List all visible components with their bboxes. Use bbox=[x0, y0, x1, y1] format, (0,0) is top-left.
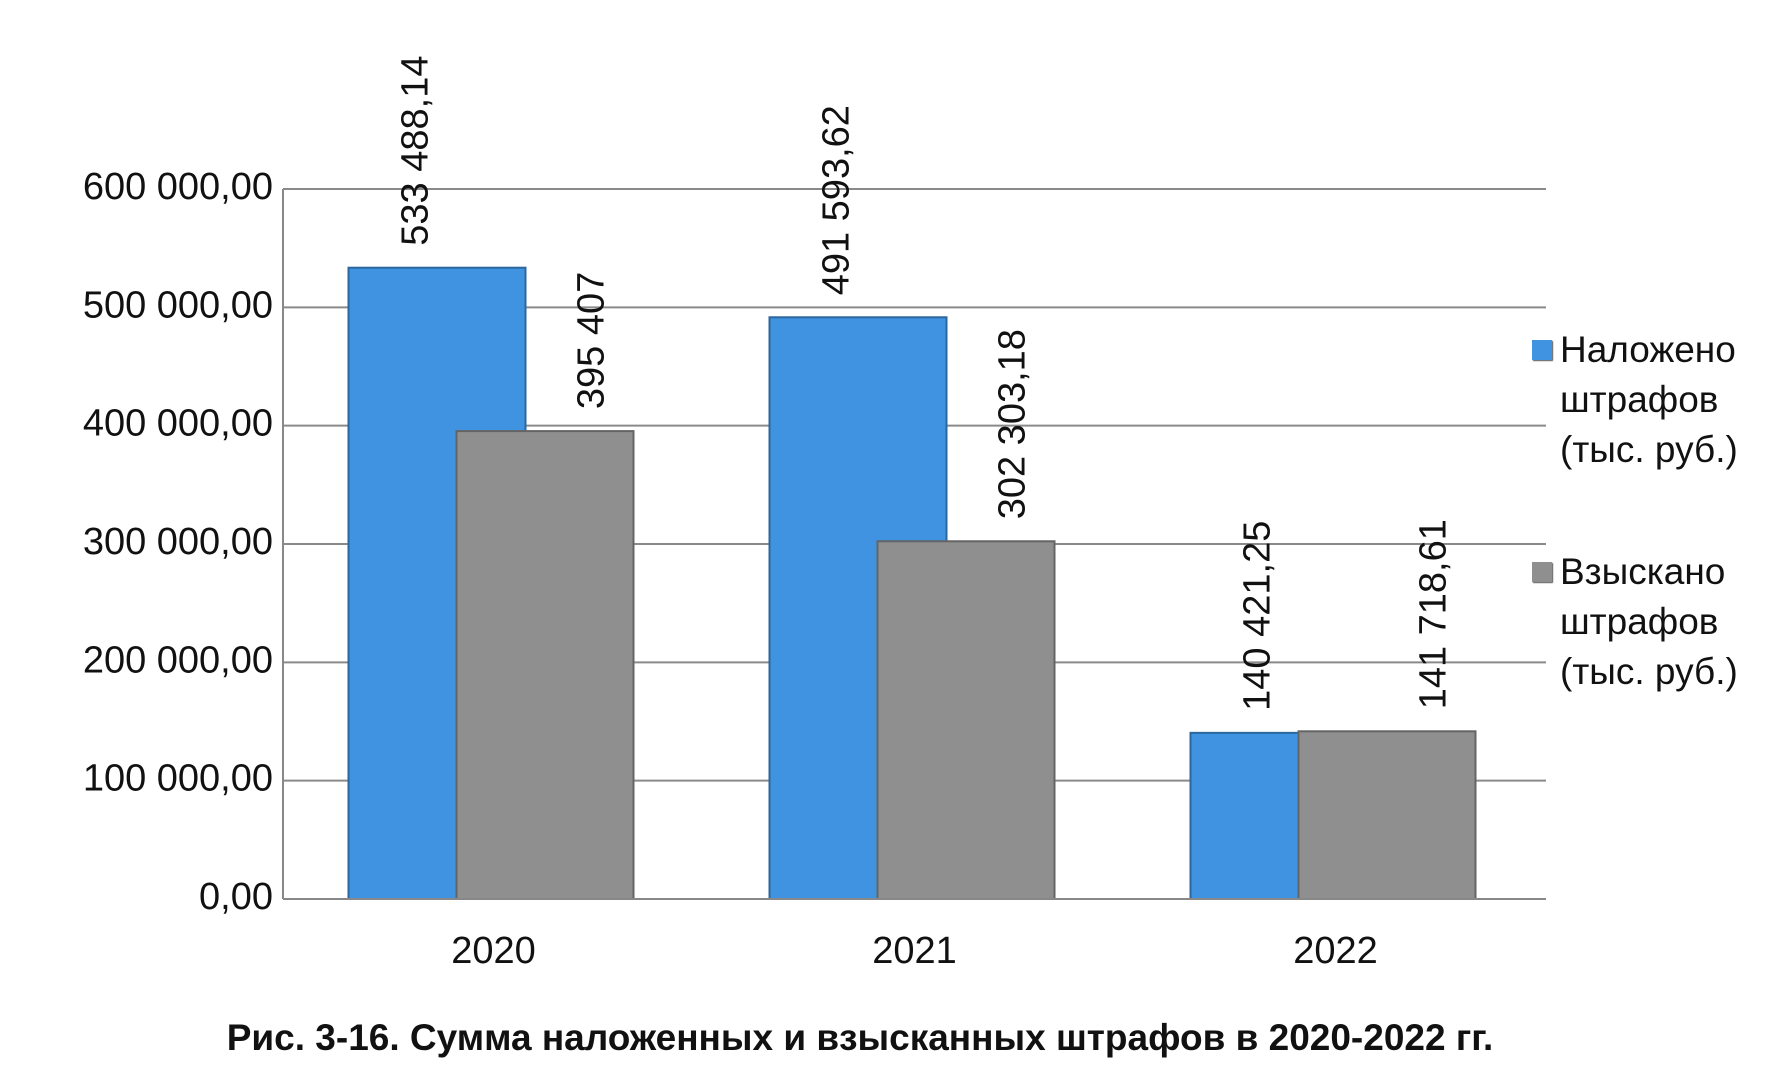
x-tick-label: 2022 bbox=[1293, 930, 1378, 972]
y-tick-label: 600 000,00 bbox=[83, 166, 273, 208]
bar bbox=[1297, 730, 1477, 900]
chart-title: Рис. 3-16. Сумма наложенных и взысканных… bbox=[227, 1017, 1494, 1058]
value-label: 533 488,14 bbox=[395, 56, 437, 246]
value-label: 395 407 bbox=[571, 272, 613, 409]
y-tick-label: 100 000,00 bbox=[83, 758, 273, 800]
legend-item: Наложено штрафов (тыс. руб.) bbox=[1532, 325, 1780, 475]
bar bbox=[455, 430, 635, 900]
bar bbox=[876, 540, 1056, 901]
legend-label: Наложено штрафов (тыс. руб.) bbox=[1560, 329, 1738, 470]
y-tick-label: 500 000,00 bbox=[83, 284, 273, 326]
y-tick-label: 0,00 bbox=[199, 876, 273, 918]
x-tick-label: 2020 bbox=[451, 930, 536, 972]
legend-swatch bbox=[1532, 562, 1552, 582]
value-label: 141 718,61 bbox=[1413, 519, 1455, 709]
x-tick-label: 2021 bbox=[872, 930, 957, 972]
y-tick-label: 200 000,00 bbox=[83, 639, 273, 681]
y-tick-label: 300 000,00 bbox=[83, 521, 273, 563]
value-label: 140 421,25 bbox=[1237, 521, 1279, 711]
y-tick-label: 400 000,00 bbox=[83, 403, 273, 445]
value-label: 302 303,18 bbox=[992, 329, 1034, 519]
legend-swatch bbox=[1532, 340, 1552, 360]
value-label: 491 593,62 bbox=[816, 105, 858, 295]
legend-item: Взыскано штрафов (тыс. руб.) bbox=[1532, 547, 1780, 697]
legend-label: Взыскано штрафов (тыс. руб.) bbox=[1560, 551, 1738, 692]
